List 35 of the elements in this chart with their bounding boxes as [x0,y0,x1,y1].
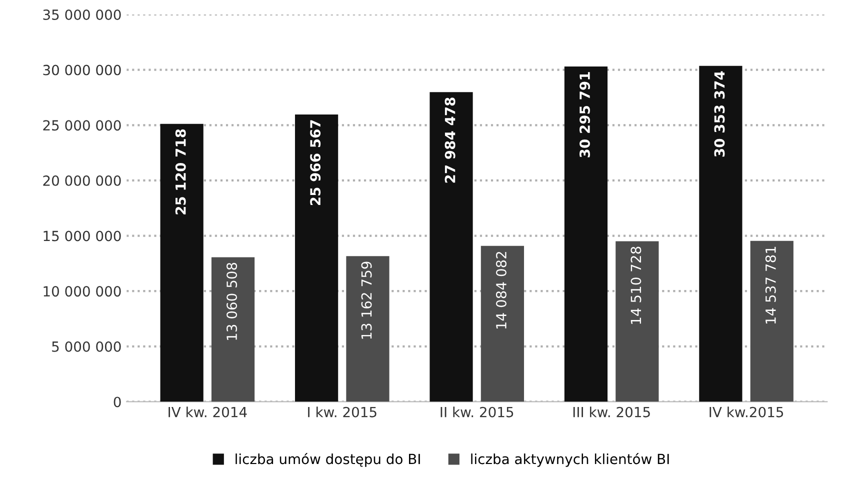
x-tick-label: I kw. 2015 [308,406,376,418]
data-label: 13 060 508 [226,262,238,340]
y-tick-label: 30 000 000 [43,64,121,76]
data-label: 25 966 567 [310,120,321,205]
bar [160,124,204,402]
bar [480,246,524,402]
y-tick-label: 15 000 000 [44,230,121,242]
bar [294,114,338,402]
y-tick-label: 25 000 000 [43,120,121,131]
bar [346,256,390,402]
data-label: 14 084 082 [496,252,506,329]
y-tick-label: 35 000 000 [43,9,121,20]
bar [699,66,742,402]
bar [750,240,794,402]
data-label: 27 984 478 [444,98,456,183]
data-label: 14 510 728 [630,246,642,324]
x-tick-label: II kw. 2015 [440,406,514,418]
data-label: 30 295 791 [580,72,590,158]
y-tick-label: 20 000 000 [43,175,121,186]
x-tick-label: IV kw. 2014 [168,406,247,418]
bar [211,257,255,402]
y-tick-label: 10 000 000 [44,286,121,297]
y-tick-label: 0 [114,396,121,408]
data-label: 30 353 374 [714,71,725,157]
legend-label: liczba umów dostępu do BI [236,452,420,467]
data-label: 13 162 759 [361,262,372,339]
bar [564,66,608,402]
bar [430,92,473,402]
x-tick-label: IV kw.2015 [710,406,784,418]
bar [616,241,659,402]
x-tick-label: III kw. 2015 [573,406,650,418]
data-label: 25 120 718 [175,129,186,214]
legend-label: liczba aktywnych klientów BI [471,452,669,467]
y-tick-label: 5 000 000 [52,341,121,352]
data-label: 14 537 781 [765,246,776,324]
